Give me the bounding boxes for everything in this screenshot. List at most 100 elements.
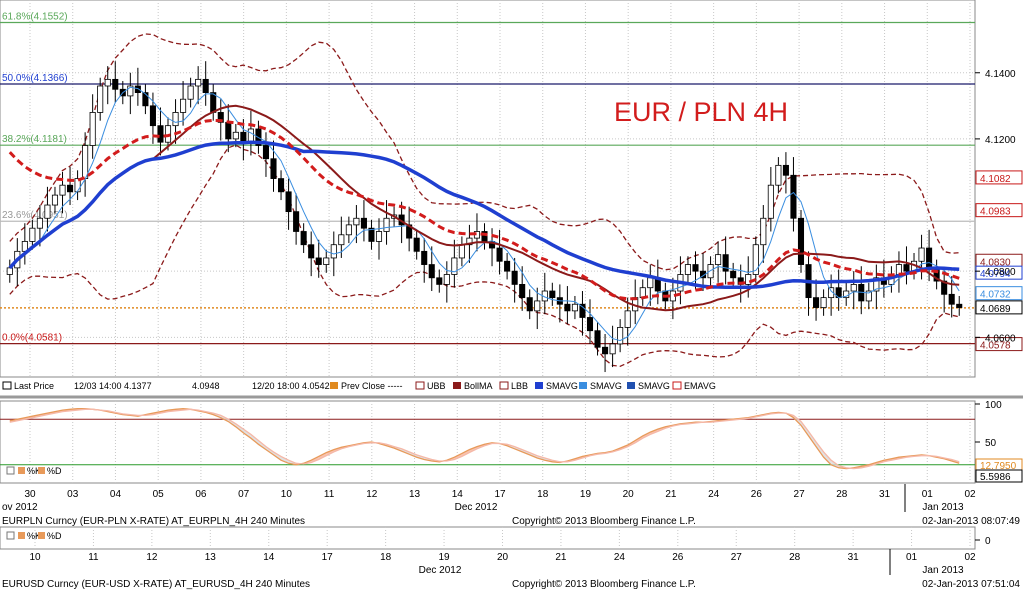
y-tick-label: 4.1400 (985, 69, 1016, 80)
x-tick-label: 20 (623, 489, 635, 500)
candle-up (609, 343, 616, 355)
axis-labels: 30 03 04 05 06 07 10 11 12 13 14 17 18 19 20 21 24 26 27 28… (2, 69, 1016, 576)
ubb-swatch (415, 381, 425, 390)
legend-emavg: EMAVG (684, 381, 716, 391)
eurusd-x-tick-label: 02 (964, 552, 976, 563)
legend-low: 12/20 18:00 4.0542 (252, 381, 330, 391)
legend-smavg-1: SMAVG (546, 381, 578, 391)
candle-up (6, 267, 13, 275)
lbb-swatch (499, 381, 509, 390)
y-tick-label: 4.0800 (985, 267, 1016, 278)
price-tag-box (975, 203, 1023, 218)
price-tag-box (975, 265, 1023, 280)
eurusd-y-tick-label: 0 (985, 536, 991, 547)
candle-up (707, 264, 714, 279)
eurusd-timestamp: 02-Jan-2013 07:51:04 (922, 579, 1020, 590)
last-price-swatch (2, 381, 12, 390)
eurusd-legend-d: %D (47, 531, 62, 541)
candle-up (443, 274, 450, 285)
candle-up (918, 247, 925, 262)
candle-down (692, 264, 699, 272)
candle-down (278, 178, 285, 193)
x-month-label: Jan 2013 (922, 502, 964, 513)
candle-down (300, 231, 307, 246)
eurusd-k-swatch (6, 531, 15, 540)
candle-down (225, 121, 232, 140)
eurpln-timestamp: 02-Jan-2013 08:07:49 (922, 516, 1020, 527)
bollinger-ma-line (9, 104, 960, 312)
legend-last-price: Last Price (14, 381, 54, 391)
candle-up (383, 217, 390, 232)
candle-down (564, 303, 571, 312)
candle-up (617, 326, 624, 345)
eurusd-x-tick-label: 24 (614, 552, 626, 563)
candle-down (602, 346, 609, 355)
candle-down (112, 78, 119, 90)
candle-up (330, 244, 337, 259)
stochastic-panel (0, 400, 976, 484)
d-color-swatch (38, 467, 45, 474)
x-month-label: Dec 2012 (455, 502, 498, 513)
eurusd-x-tick-label: 14 (263, 552, 275, 563)
candle-down (240, 131, 247, 143)
prev-close-swatch (330, 382, 338, 389)
eurusd-x-tick-label: 21 (555, 552, 567, 563)
price-tag-label: 4.1082 (980, 174, 1011, 185)
candle-up (820, 297, 827, 308)
candle-up (104, 78, 111, 87)
x-tick-label: 28 (836, 489, 848, 500)
price-tag-label: 4.0578 (980, 341, 1011, 352)
fib-label: 0.0%(4.0581) (2, 333, 62, 344)
smavg-swatch-1 (535, 382, 543, 389)
x-tick-label: 27 (794, 489, 806, 500)
stochastic-fill (281, 456, 289, 464)
candle-up (97, 85, 104, 113)
price-tag-box (975, 286, 1023, 301)
smavg-swatch-2 (579, 382, 587, 389)
candle-up (684, 264, 691, 275)
candle-down (511, 270, 518, 285)
emavg-line (8, 118, 960, 301)
x-tick-label: 14 (452, 489, 464, 500)
legend-smavg-2: SMAVG (590, 381, 622, 391)
candle-down (217, 112, 224, 123)
candle-up (752, 244, 759, 275)
eurusd-x-tick-label: 31 (848, 552, 860, 563)
chart-title: EUR / PLN 4H (614, 97, 788, 127)
candle-down (360, 217, 367, 229)
price-tag-label: 4.0794 (980, 269, 1011, 280)
eurusd-x-tick-label: 20 (497, 552, 509, 563)
eurusd-x-tick-label: 12 (146, 552, 158, 563)
main-price-panel (0, 0, 976, 378)
x-month-label: ov 2012 (2, 502, 38, 513)
candle-down (586, 317, 594, 332)
eurusd-legend-k: %K (27, 531, 41, 541)
x-tick-label: 31 (879, 489, 891, 500)
candle-up (82, 145, 89, 179)
candle-up (164, 125, 172, 143)
candle-down (315, 257, 322, 265)
x-tick-label: 30 (24, 489, 36, 500)
y-tick-label: 4.0600 (985, 333, 1016, 344)
candle-up (51, 194, 59, 206)
candle-down (504, 260, 511, 272)
candle-up (29, 227, 36, 242)
candle-down (813, 297, 820, 308)
candle-down (428, 264, 435, 279)
x-tick-label: 02 (964, 489, 976, 500)
candle-up (353, 217, 360, 226)
price-tag-box (975, 300, 1023, 315)
bollma-swatch (453, 382, 461, 389)
candle-up (195, 78, 202, 87)
candle-down (926, 247, 933, 269)
stochastic-series-line (9, 407, 960, 470)
legend-k: %K (27, 466, 41, 476)
fib-label: 50.0%(4.1366) (2, 73, 68, 84)
price-tag-label: 4.0830 (980, 257, 1011, 268)
fib-label: 61.8%(4.1552) (2, 11, 68, 22)
candle-down (67, 184, 74, 193)
fib-label: 38.2%(4.1181) (2, 134, 67, 145)
eurusd-x-tick-label: 11 (88, 552, 99, 563)
stochastic-fill (243, 429, 251, 439)
legend-high: 12/03 14:00 4.1377 (74, 381, 152, 391)
